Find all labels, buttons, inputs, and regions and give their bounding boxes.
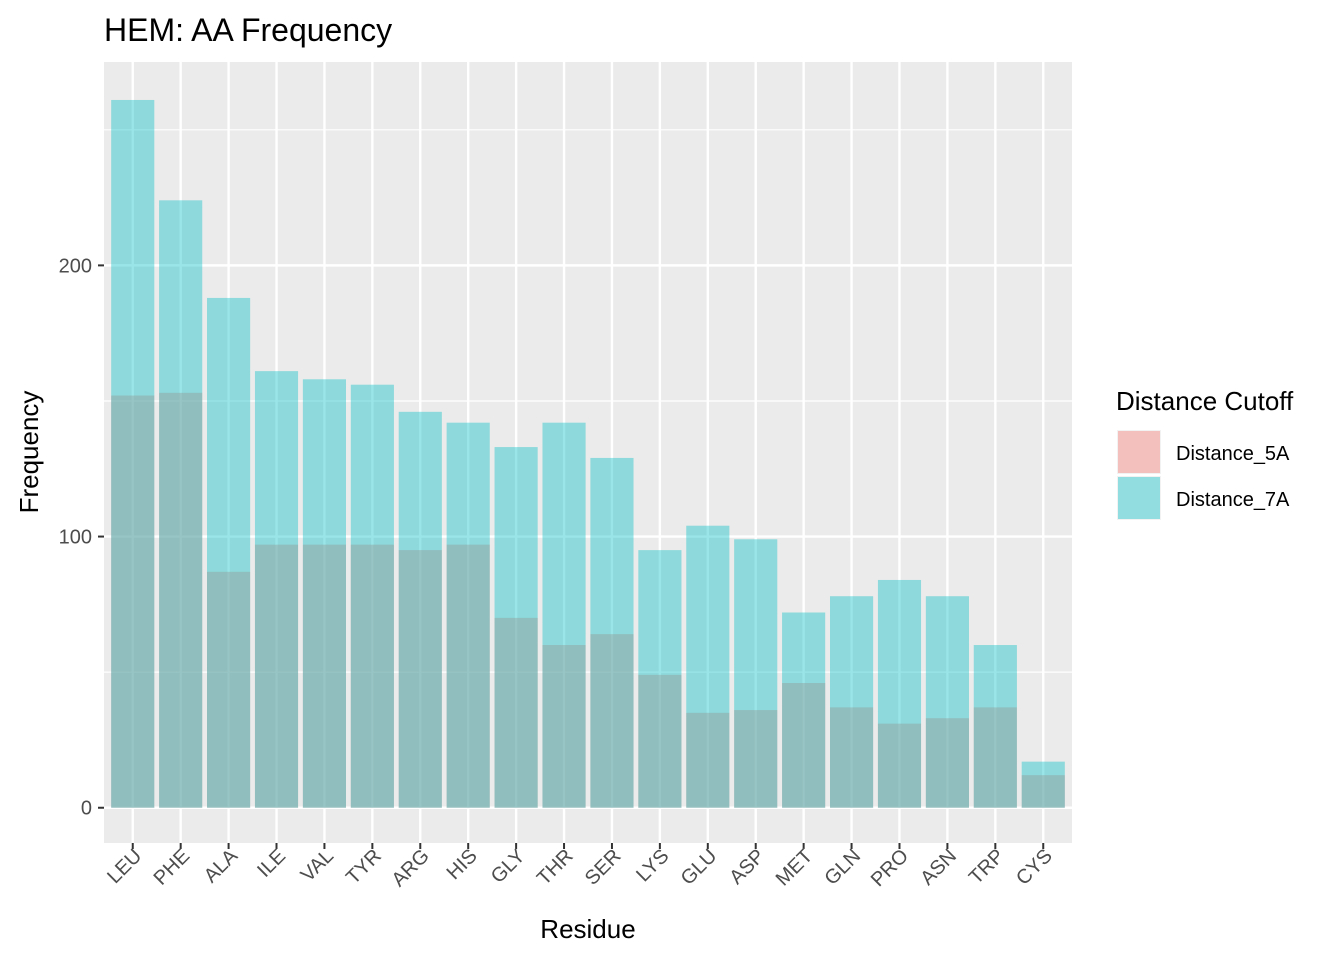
bar-distance-5a <box>973 707 1017 808</box>
legend-title: Distance Cutoff <box>1116 386 1294 416</box>
x-tick-label: ARG <box>388 845 434 891</box>
legend: Distance Cutoff Distance_5A Distance_7A <box>1116 386 1294 520</box>
bar-distance-7a <box>398 411 442 808</box>
bar-distance-5a <box>254 544 299 808</box>
x-tick-label: GLY <box>487 845 530 888</box>
x-tick-label: MET <box>772 845 817 890</box>
bar-distance-5a <box>830 707 874 808</box>
x-tick-label: TYR <box>342 845 386 889</box>
bar-distance-7a <box>159 200 203 808</box>
bar-distance-7a <box>494 447 538 808</box>
bar-distance-7a <box>734 539 778 808</box>
legend-swatch <box>1118 477 1160 519</box>
bar-distance-7a <box>111 99 155 808</box>
bar-distance-5a <box>350 544 394 808</box>
legend-swatch <box>1118 431 1160 473</box>
bar-distance-7a <box>782 612 826 808</box>
bar-distance-5a <box>302 544 346 808</box>
bar-distance-7a <box>877 579 922 808</box>
x-tick-label: LYS <box>632 845 673 886</box>
x-tick-label: GLN <box>820 845 865 890</box>
plot-panel <box>104 62 1072 843</box>
bar-distance-5a <box>590 634 634 808</box>
bar-distance-5a <box>1021 775 1065 808</box>
x-tick-label: ALA <box>200 845 243 888</box>
bar-distance-5a <box>207 571 251 808</box>
x-tick-label: SER <box>581 845 626 890</box>
bar-distance-5a <box>398 550 442 808</box>
bar-distance-7a <box>254 371 299 808</box>
bar-distance-7a <box>1021 761 1065 808</box>
bar-distance-5a <box>542 645 586 808</box>
bar-distance-5a <box>159 392 203 808</box>
x-tick-label: PHE <box>150 845 195 890</box>
bar-distance-7a <box>207 297 251 808</box>
bar-distance-5a <box>446 544 490 808</box>
bar-distance-5a <box>111 395 155 808</box>
x-axis-label: Residue <box>540 914 635 944</box>
bar-distance-7a <box>925 596 969 808</box>
x-tick-label: CYS <box>1012 845 1057 890</box>
x-tick-label: GLU <box>677 845 722 890</box>
bar-distance-5a <box>877 723 922 808</box>
x-tick-label: PRO <box>867 845 913 891</box>
legend-label: Distance_7A <box>1176 489 1290 511</box>
x-tick-label: ASN <box>916 845 961 890</box>
bar-distance-5a <box>734 710 778 808</box>
bar-distance-7a <box>542 422 586 808</box>
x-tick-label: VAL <box>297 845 338 886</box>
x-tick-label: ASP <box>725 845 769 889</box>
legend-label: Distance_5A <box>1176 443 1290 465</box>
y-tick-label: 0 <box>81 798 92 820</box>
bar-distance-7a <box>446 422 490 808</box>
x-tick-label: HIS <box>443 845 482 884</box>
bar-distance-5a <box>925 718 969 808</box>
bar-distance-7a <box>830 596 874 808</box>
chart-title: HEM: AA Frequency <box>104 12 392 48</box>
bar-distance-5a <box>686 712 730 808</box>
y-axis-label: Frequency <box>14 391 44 514</box>
x-tick-label: THR <box>533 845 578 890</box>
x-tick-label: ILE <box>253 845 290 882</box>
y-tick-label: 200 <box>59 255 92 277</box>
bar-distance-7a <box>973 645 1017 808</box>
bar-distance-5a <box>782 683 826 808</box>
x-tick-label: TRP <box>965 845 1009 889</box>
y-tick-label: 100 <box>59 527 92 549</box>
bar-distance-5a <box>638 674 682 808</box>
bar-distance-7a <box>686 525 730 808</box>
legend-key-background <box>1117 476 1161 520</box>
legend-key-background <box>1117 430 1161 474</box>
bar-distance-7a <box>590 457 634 808</box>
bar-distance-7a <box>350 384 394 808</box>
x-tick-label: LEU <box>103 845 146 888</box>
bar-distance-5a <box>494 617 538 808</box>
bar-distance-7a <box>638 550 682 808</box>
bar-distance-7a <box>302 379 346 808</box>
